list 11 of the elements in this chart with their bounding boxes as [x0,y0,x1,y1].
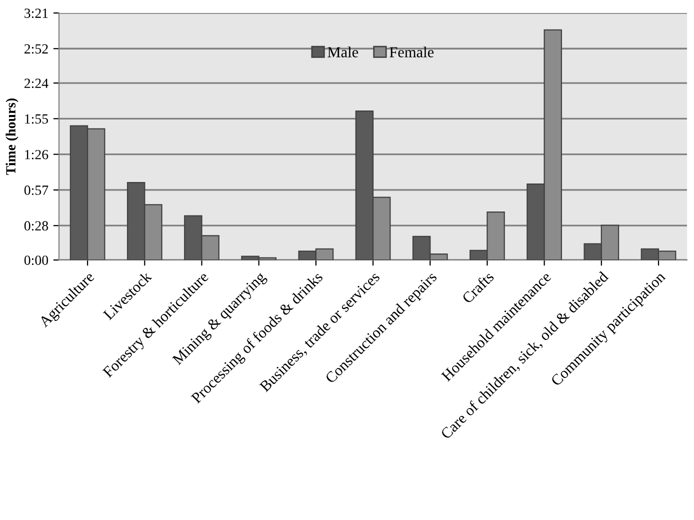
y-tick-label: 3:21 [24,8,48,18]
y-tick-label: 2:52 [24,44,48,54]
y-tick-label: 0:57 [24,186,48,195]
y-axis-title: Time (hours) [6,98,18,175]
legend-label: Male [328,46,358,58]
y-tick-label: 1:55 [25,114,48,124]
y-tick-label: 0:28 [24,221,48,231]
y-tick-label: 0:00 [24,256,48,266]
y-tick-label: 1:26 [25,150,48,160]
y-tick-label: 2:24 [24,78,48,88]
legend-label: Female [390,46,434,58]
